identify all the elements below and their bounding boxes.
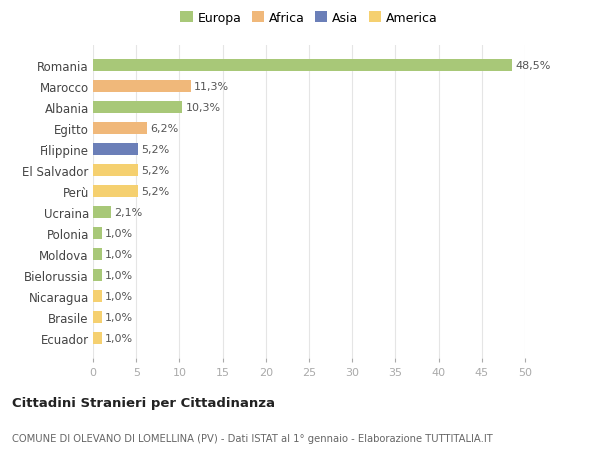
Bar <box>93 102 182 113</box>
Text: 2,1%: 2,1% <box>115 207 143 218</box>
Text: 10,3%: 10,3% <box>185 103 221 113</box>
Text: 1,0%: 1,0% <box>105 270 133 280</box>
Text: 6,2%: 6,2% <box>150 123 178 134</box>
Text: 1,0%: 1,0% <box>105 312 133 322</box>
Bar <box>93 228 101 239</box>
Text: 1,0%: 1,0% <box>105 249 133 259</box>
Text: COMUNE DI OLEVANO DI LOMELLINA (PV) - Dati ISTAT al 1° gennaio - Elaborazione TU: COMUNE DI OLEVANO DI LOMELLINA (PV) - Da… <box>12 433 493 442</box>
Bar <box>93 269 101 281</box>
Bar <box>93 60 512 72</box>
Text: Cittadini Stranieri per Cittadinanza: Cittadini Stranieri per Cittadinanza <box>12 396 275 409</box>
Text: 5,2%: 5,2% <box>142 166 170 175</box>
Legend: Europa, Africa, Asia, America: Europa, Africa, Asia, America <box>178 9 440 27</box>
Bar <box>93 144 138 155</box>
Text: 5,2%: 5,2% <box>142 145 170 155</box>
Bar <box>93 207 111 218</box>
Bar <box>93 332 101 344</box>
Text: 48,5%: 48,5% <box>515 61 551 71</box>
Text: 11,3%: 11,3% <box>194 82 229 92</box>
Text: 1,0%: 1,0% <box>105 229 133 238</box>
Bar <box>93 291 101 302</box>
Text: 1,0%: 1,0% <box>105 291 133 301</box>
Bar <box>93 165 138 176</box>
Bar <box>93 249 101 260</box>
Bar <box>93 186 138 197</box>
Bar <box>93 311 101 323</box>
Bar <box>93 81 191 93</box>
Bar <box>93 123 146 134</box>
Text: 1,0%: 1,0% <box>105 333 133 343</box>
Text: 5,2%: 5,2% <box>142 186 170 196</box>
